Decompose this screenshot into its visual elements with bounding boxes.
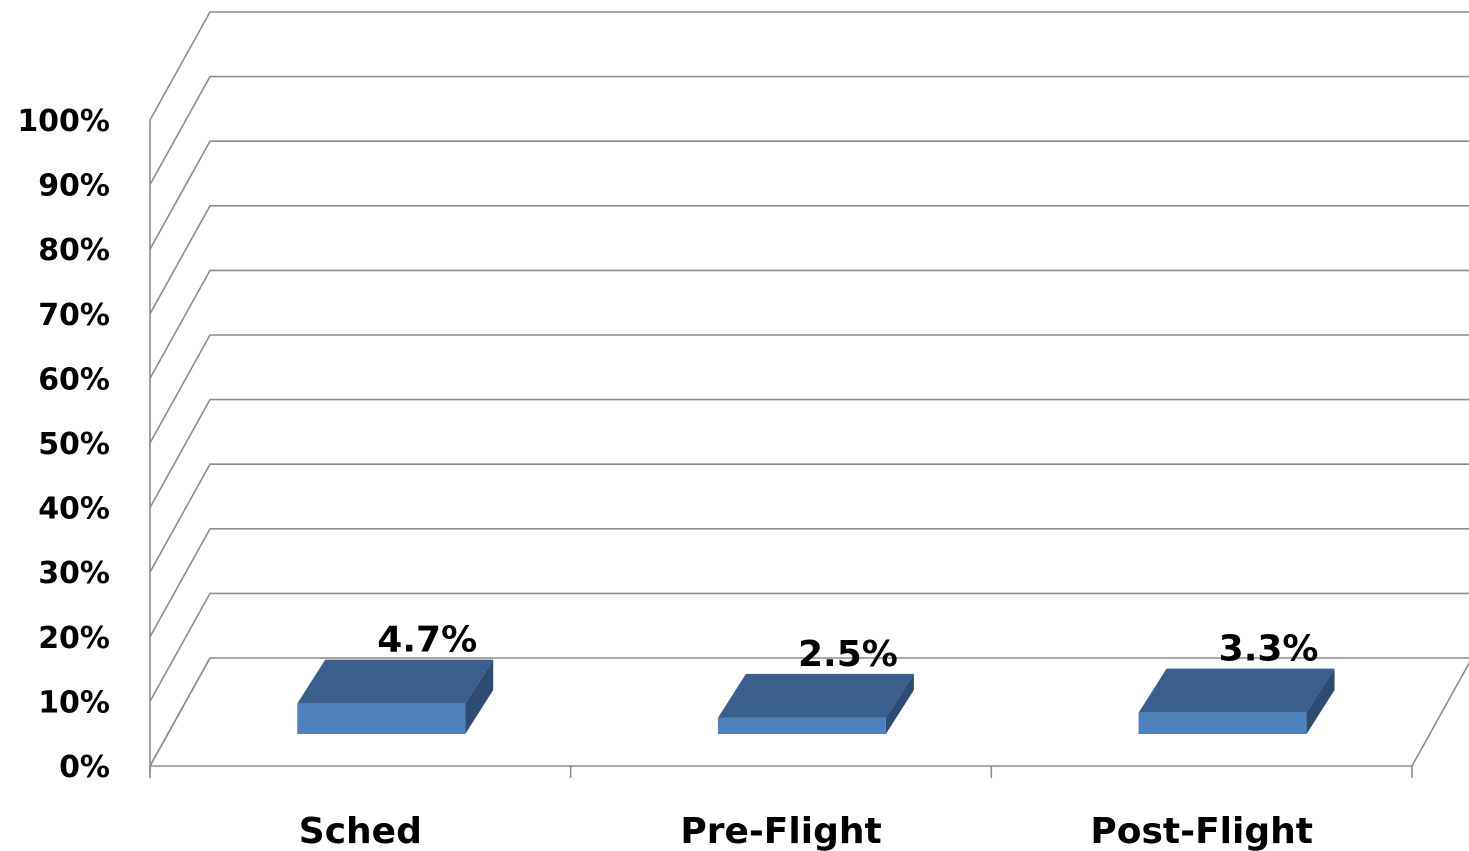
gridline-60% xyxy=(150,270,1469,378)
bar-post-flight xyxy=(1139,669,1335,734)
bar-top-face xyxy=(718,674,914,718)
y-tick-label: 90% xyxy=(38,169,110,204)
y-tick-label: 10% xyxy=(38,685,110,720)
y-tick-label: 100% xyxy=(17,104,110,139)
y-tick-label: 30% xyxy=(38,556,110,591)
y-tick-label: 70% xyxy=(38,298,110,333)
data-label-pre-flight: 2.5% xyxy=(798,634,898,675)
gridline-90% xyxy=(150,77,1469,185)
bar-front-face xyxy=(297,704,465,734)
bar-top-face xyxy=(297,660,493,704)
bar-pre-flight xyxy=(718,674,914,734)
y-tick-label: 0% xyxy=(59,750,110,785)
gridline-80% xyxy=(150,141,1469,249)
gridline-30% xyxy=(150,464,1469,572)
gridline-20% xyxy=(150,529,1469,637)
gridline-70% xyxy=(150,206,1469,314)
x-tick-label: Post-Flight xyxy=(1090,811,1313,851)
floor-right-edge xyxy=(1412,658,1469,766)
gridline-40% xyxy=(150,400,1469,508)
bar-front-face xyxy=(1139,713,1307,734)
bar-front-face xyxy=(718,718,886,734)
gridline-50% xyxy=(150,335,1469,443)
x-tick-label: Sched xyxy=(299,811,422,851)
y-tick-label: 50% xyxy=(38,427,110,462)
y-tick-label: 60% xyxy=(38,362,110,397)
floor-left-edge xyxy=(150,658,210,766)
y-tick-label: 20% xyxy=(38,621,110,656)
y-tick-label: 80% xyxy=(38,233,110,268)
data-label-sched: 4.7% xyxy=(377,620,477,661)
bar-sched xyxy=(297,660,493,734)
gridline-100% xyxy=(150,12,1469,120)
data-label-post-flight: 3.3% xyxy=(1219,629,1319,670)
y-axis-tick-labels: 0% 10% 20% 30% 40% 50% 60% 70% 80% 90% 100% xyxy=(17,104,110,785)
data-labels: 4.7% 2.5% 3.3% xyxy=(377,620,1318,675)
x-axis-tick-labels: Sched Pre-Flight Post-Flight xyxy=(299,811,1313,851)
x-tick-label: Pre-Flight xyxy=(680,811,881,851)
bar-top-face xyxy=(1139,669,1335,713)
y-tick-label: 40% xyxy=(38,492,110,527)
